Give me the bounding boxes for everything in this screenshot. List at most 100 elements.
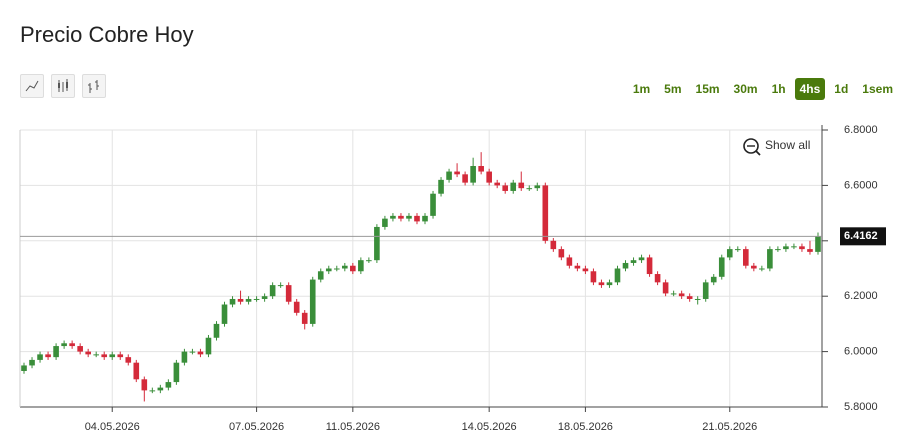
candle-body [486,171,492,183]
candle-body [29,359,35,366]
interval-button[interactable]: 1m [632,82,651,96]
candle-body [759,268,765,270]
candle-body [622,262,629,269]
candle-body [358,260,364,272]
candle-body [406,215,412,219]
x-tick-label: 07.05.2026 [229,421,284,433]
candle-body [654,274,661,283]
candle-body [518,182,525,189]
candle-body [285,285,292,302]
candle-body [221,304,228,324]
candle-body [309,279,316,324]
candle-body [269,285,276,297]
candle-body [726,249,733,258]
interval-button[interactable]: 1h [771,82,786,96]
candle-body [133,362,140,380]
candle-body [382,218,388,227]
interval-button[interactable]: 15m [695,82,720,96]
candle-body [799,246,805,250]
candle-chart-button[interactable] [51,74,75,98]
candle-body [37,354,43,360]
candle-body [670,293,677,295]
x-tick-label: 21.05.2026 [702,421,757,433]
interval-button[interactable]: 1sem [862,82,893,96]
candle-body [478,166,484,172]
candle-body [253,298,260,300]
candle-body [398,215,404,219]
interval-button[interactable]: 5m [664,82,682,96]
x-tick-label: 11.05.2026 [326,421,380,433]
candle-body [526,188,533,190]
candle-body [502,185,509,191]
y-tick-label: 6.2000 [844,290,878,302]
candle-body [61,343,67,347]
candle-body [743,249,749,266]
interval-button[interactable]: 30m [733,82,758,96]
candle-body [783,246,789,250]
candle-body [582,268,589,272]
candle-body [710,276,717,283]
candle-body [325,268,332,272]
candle-body [430,193,436,216]
interval-button[interactable]: 4hs [794,78,826,100]
line-chart-button[interactable] [20,74,44,98]
x-tick-label: 18.05.2026 [558,421,613,433]
candle-body [791,246,797,248]
y-tick-label: 6.0000 [844,346,878,358]
candle-body [165,382,172,388]
candle-body [181,351,188,363]
show-all-label[interactable]: Show all [765,138,810,152]
candle-body [173,362,180,383]
candle-body [662,282,669,294]
candle-body [141,379,148,391]
candle-body [237,298,244,302]
candle-body [197,351,204,355]
candle-body [550,240,557,250]
candle-body [815,236,821,252]
candle-body [350,265,356,272]
candle-body [542,185,549,241]
candle-body [366,260,372,262]
interval-selector: 1m 5m 15m 30m 1h 4hs 1d 1sem [628,78,898,100]
candle-body [21,365,27,371]
y-tick-label: 6.8000 [844,124,878,136]
ohlc-chart-button[interactable] [82,74,106,98]
candle-body [109,354,116,358]
candle-body [438,179,444,194]
interval-button[interactable]: 1d [834,82,849,96]
candle-body [293,301,300,313]
candle-body [606,282,613,286]
candle-body [751,265,757,269]
candle-body [574,265,581,269]
candle-body [69,343,75,347]
candle-body [646,257,653,275]
candle-body [422,215,428,222]
candle-body [317,271,324,280]
candle-body [494,182,500,186]
y-tick-label: 6.6000 [844,179,878,191]
last-price-box [840,227,886,246]
candle-body [213,323,220,338]
candle-body [149,390,156,392]
candle-body [807,249,813,252]
candle-body [390,215,396,219]
candle-body [117,354,124,358]
candle-body [510,182,517,191]
candle-body [189,351,196,353]
candle-body [229,298,236,305]
show-all-button[interactable]: Show all [743,138,810,156]
candle-body [374,226,380,261]
page-title: Precio Cobre Hoy [20,22,194,47]
y-tick-label: 5.8000 [844,401,878,413]
candle-body [470,166,476,183]
candle-body [614,268,621,283]
candle-body [414,215,420,222]
candle-body [630,260,637,263]
x-tick-label: 04.05.2026 [85,421,140,433]
candle-body [734,249,741,251]
candle-body [245,298,252,302]
candle-body [686,296,693,299]
candle-body [454,171,460,175]
